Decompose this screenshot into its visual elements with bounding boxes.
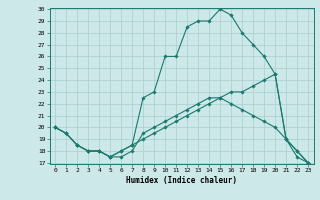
X-axis label: Humidex (Indice chaleur): Humidex (Indice chaleur) bbox=[126, 176, 237, 185]
